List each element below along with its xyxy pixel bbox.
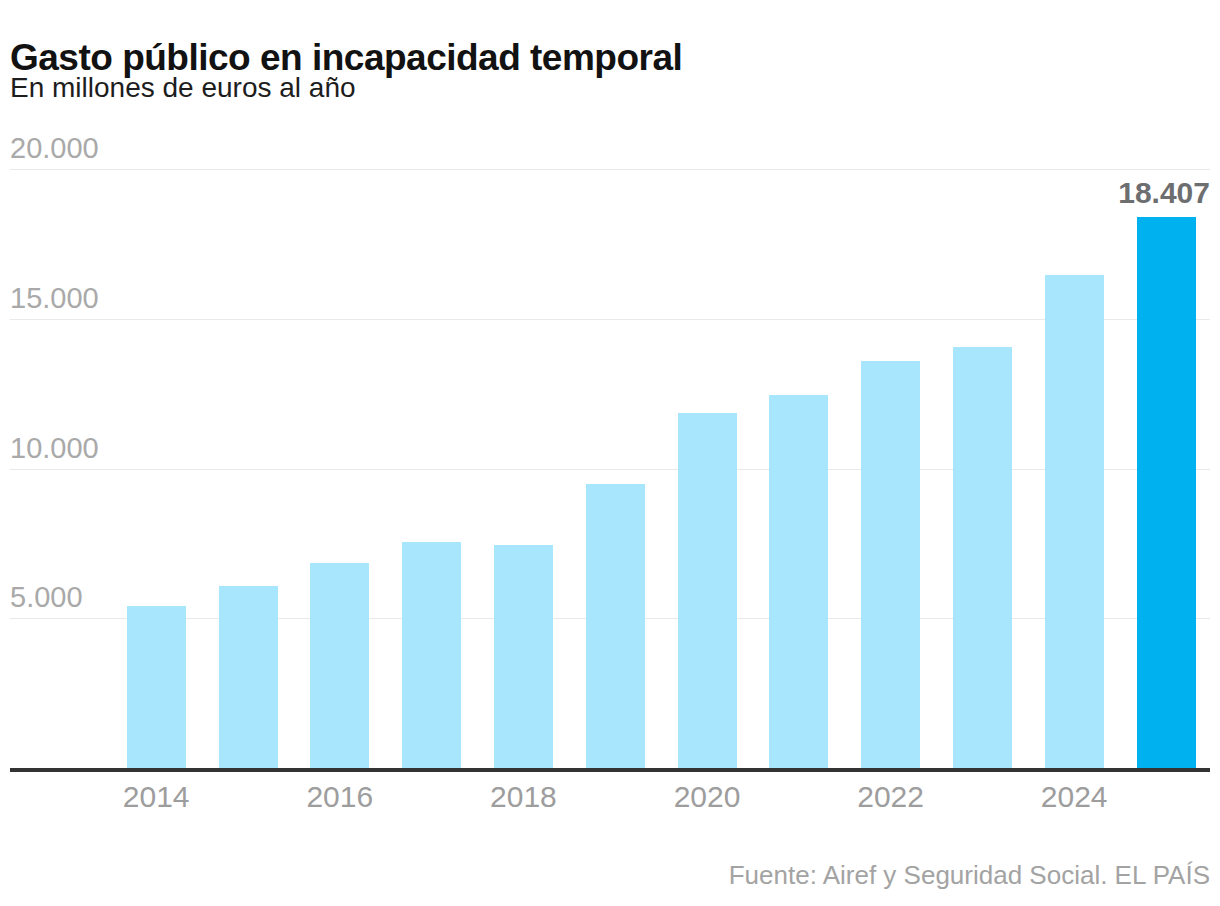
source-credit: Fuente: Airef y Seguridad Social. EL PAÍ… — [729, 860, 1210, 891]
x-tick-label-2016: 2016 — [306, 782, 373, 812]
x-axis-line — [10, 768, 1210, 772]
y-tick-label-15.000: 15.000 — [10, 284, 99, 313]
highlight-value-label: 18.407 — [1118, 178, 1210, 208]
bar-2024 — [1045, 275, 1104, 768]
bar-2015 — [219, 586, 278, 768]
bar-2014 — [127, 606, 186, 768]
y-tick-label-20.000: 20.000 — [10, 134, 99, 163]
bar-2016 — [310, 563, 369, 769]
x-tick-label-2024: 2024 — [1041, 782, 1108, 812]
gridline-15.000 — [10, 319, 1210, 320]
gridline-10.000 — [10, 469, 1210, 470]
x-tick-label-2014: 2014 — [123, 782, 190, 812]
bar-2023 — [953, 347, 1012, 768]
gridline-20.000 — [10, 169, 1210, 170]
bar-2025 — [1137, 217, 1196, 768]
page: Gasto público en incapacidad temporal En… — [0, 0, 1220, 906]
x-tick-label-2020: 2020 — [674, 782, 741, 812]
x-tick-label-2022: 2022 — [857, 782, 924, 812]
bar-2019 — [586, 484, 645, 769]
bar-2021 — [769, 395, 828, 768]
chart-area: 18.407 5.000 10.000 15.000 20.000 2014 2016 20… — [10, 0, 1210, 906]
y-tick-label-10.000: 10.000 — [10, 434, 99, 463]
bar-2022 — [861, 361, 920, 768]
x-tick-label-2018: 2018 — [490, 782, 557, 812]
bar-2020 — [678, 413, 737, 769]
bar-2017 — [402, 542, 461, 768]
bar-2018 — [494, 545, 553, 768]
y-tick-label-5.000: 5.000 — [10, 583, 83, 612]
